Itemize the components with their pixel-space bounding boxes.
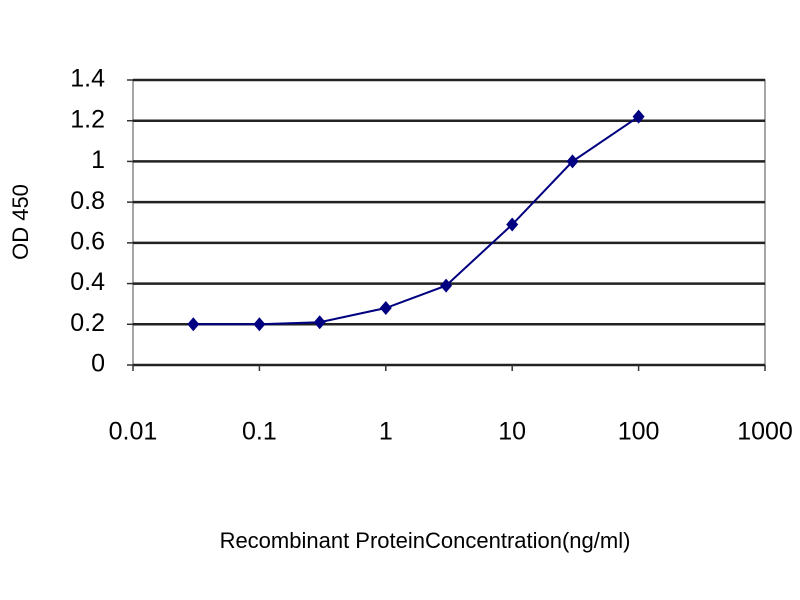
y-tick-label: 0.8 [70,187,105,215]
x-tick-label: 0.01 [109,418,158,446]
y-tick-label: 1.4 [70,65,105,93]
data-point [379,301,392,315]
data-point [253,317,266,332]
data-point [187,317,200,332]
series-line [193,115,640,326]
x-axis-label: Recombinant ProteinConcentration(ng/ml) [220,528,631,553]
x-tick-label: 0.1 [242,418,277,446]
y-axis-label: OD 450 [8,184,33,260]
x-tick-label: 10 [498,418,526,446]
data-point [566,154,579,169]
y-tick-label: 0 [91,350,105,378]
plot-area [132,79,766,366]
y-tick-label: 1 [91,146,105,174]
y-tick-label: 0.2 [70,309,105,337]
y-tick-label: 1.2 [70,105,105,133]
y-tick-label: 0.4 [70,268,105,296]
x-tick-label: 1000 [737,418,793,446]
data-point [440,278,453,293]
x-tick-label: 1 [379,418,393,446]
data-point [506,217,519,232]
y-tick-label: 0.6 [70,227,105,255]
data-point [313,315,326,330]
x-tick-label: 100 [618,418,660,446]
data-point [632,109,645,124]
